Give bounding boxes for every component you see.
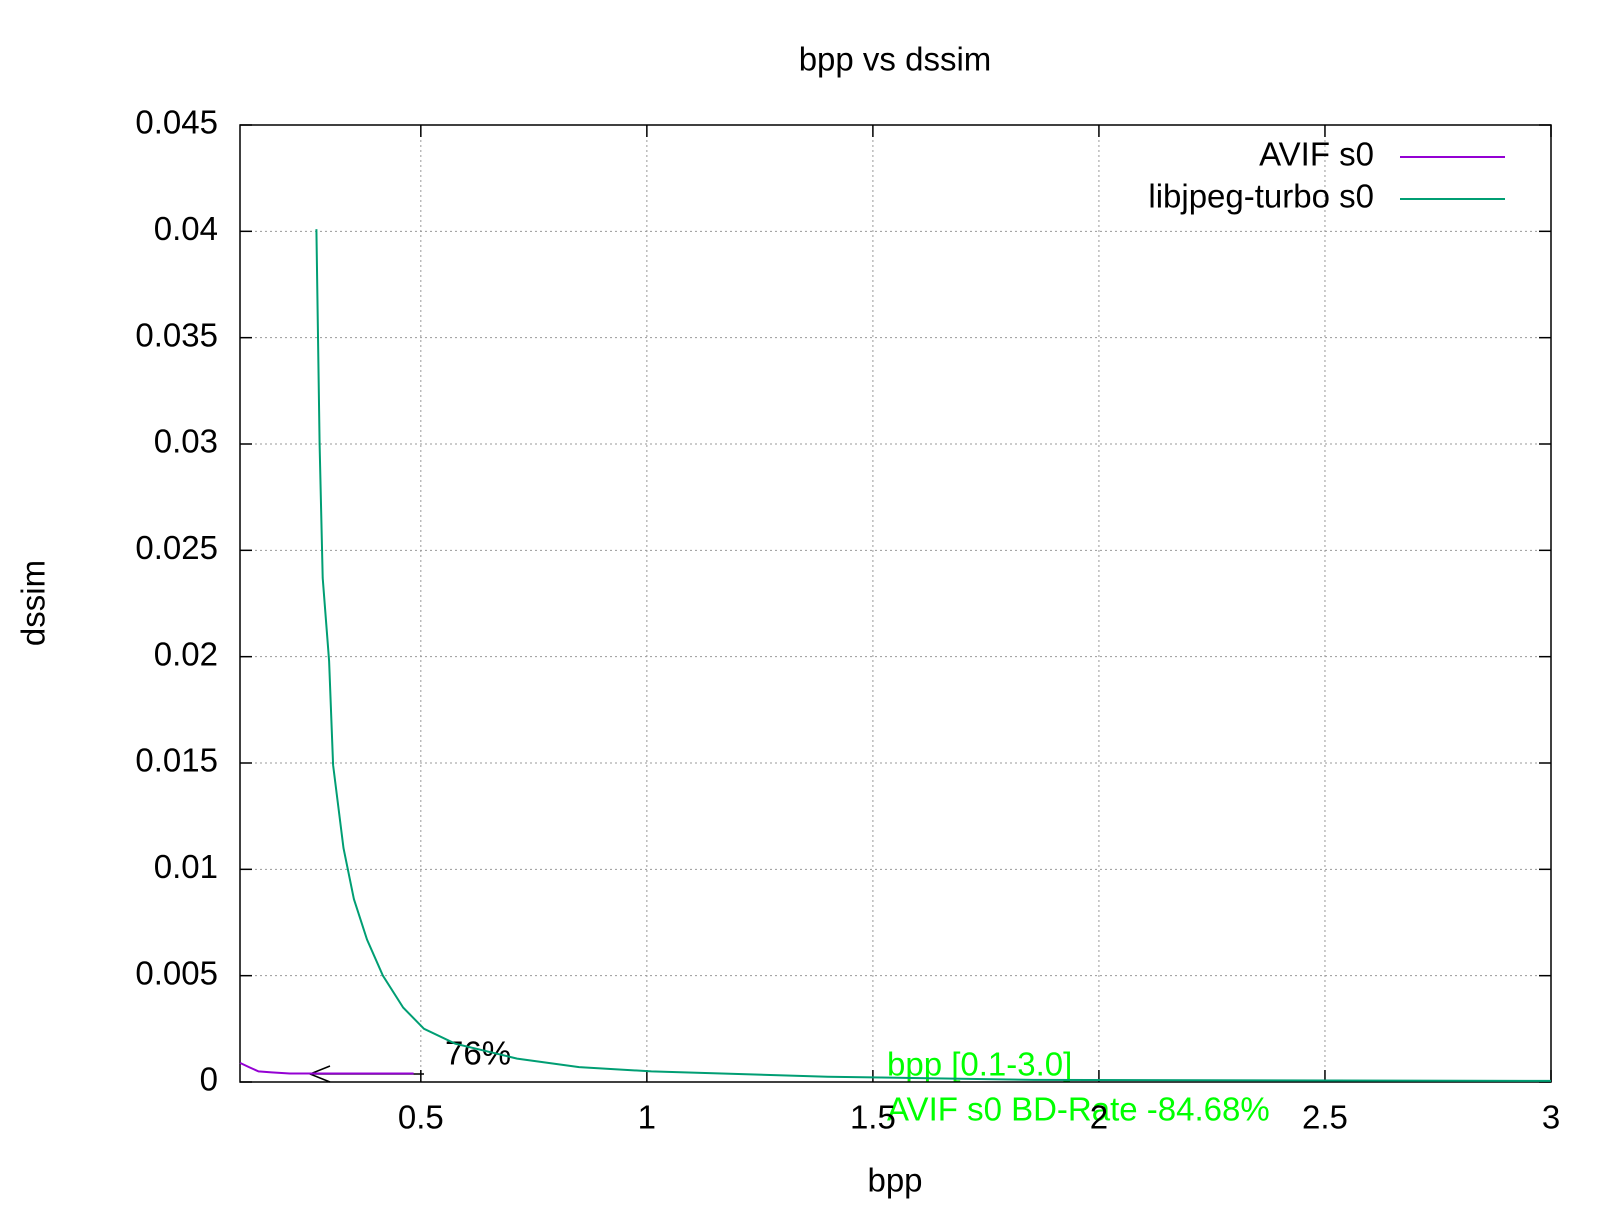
annotation: AVIF s0 BD-Rate -84.68% [887,1091,1270,1128]
y-tick-label: 0.015 [135,742,218,779]
chart-title: bpp vs dssim [799,41,992,78]
x-tick-label: 2.5 [1302,1099,1348,1136]
series-line [315,229,1552,1082]
y-tick-label: 0.02 [154,635,218,672]
y-tick-label: 0 [200,1061,218,1098]
y-tick-label: 0.045 [135,104,218,141]
legend-label: AVIF s0 [1259,136,1374,173]
x-tick-label: 1 [638,1099,656,1136]
x-tick-label: 3 [1542,1099,1560,1136]
y-tick-label: 0.04 [154,210,218,247]
y-tick-label: 0.005 [135,954,218,991]
plot-frame [239,124,1552,1083]
x-tick-label: 1.5 [850,1099,896,1136]
legend-label: libjpeg-turbo s0 [1148,178,1374,215]
y-tick-label: 0.03 [154,423,218,460]
y-tick-label: 0.01 [154,848,218,885]
y-axis-label: dssim [15,560,52,646]
x-axis-label: bpp [867,1162,922,1199]
annotation: bpp [0.1-3.0] [887,1046,1072,1083]
series-line [239,1061,414,1075]
y-tick-label: 0.025 [135,529,218,566]
y-tick-label: 0.035 [135,316,218,353]
x-tick-label: 0.5 [398,1099,444,1136]
x-tick-label: 2 [1090,1099,1108,1136]
annotation: 76% [445,1035,511,1072]
